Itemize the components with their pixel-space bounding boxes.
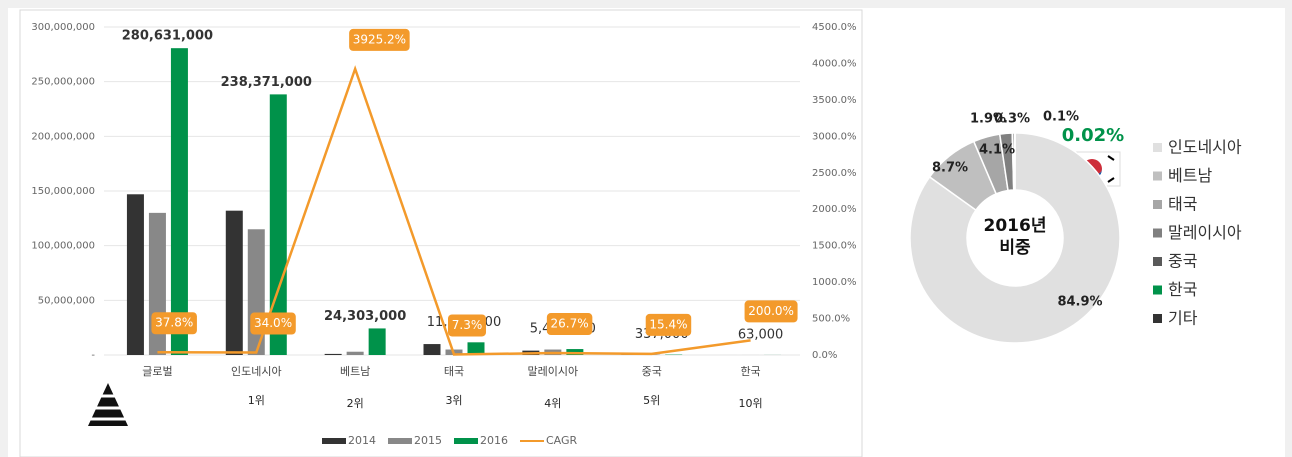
cagr-label-box xyxy=(744,300,798,323)
center-text: 비중 xyxy=(999,238,1031,258)
bar xyxy=(467,342,485,355)
bar xyxy=(225,210,243,355)
legend-label: 2016 xyxy=(480,434,508,447)
legend-label: 베트남 xyxy=(1168,166,1212,185)
pie-slice xyxy=(909,132,1121,344)
x-tick-label: 한국 xyxy=(740,365,760,378)
y2-tick-label: 4500.0% xyxy=(812,22,857,33)
slice-label: 84.9% xyxy=(1057,295,1102,310)
legend-swatch xyxy=(454,438,478,444)
y-tick-label: 250,000,000 xyxy=(31,77,95,88)
y2-tick-label: 3000.0% xyxy=(812,131,857,142)
legend-label: 기타 xyxy=(1168,309,1198,328)
slice-label: 0.3% xyxy=(994,112,1030,127)
cagr-label-box xyxy=(151,312,197,335)
x-tick-label: 베트남 xyxy=(340,365,370,378)
y-tick-label: 150,000,000 xyxy=(31,186,95,197)
y2-tick-label: 1500.0% xyxy=(812,241,857,252)
y2-tick-label: 2500.0% xyxy=(812,168,857,179)
rank-label: 1위 xyxy=(248,394,265,407)
cagr-label: 26.7% xyxy=(551,317,589,331)
slice-label: 0.02% xyxy=(1062,125,1124,146)
legend-swatch xyxy=(1153,228,1162,238)
y2-tick-label: 0.0% xyxy=(812,350,837,361)
y2-tick-label: 500.0% xyxy=(812,314,850,325)
cagr-label: 15.4% xyxy=(649,317,687,331)
legend-swatch xyxy=(1153,314,1162,323)
x-tick-label: 중국 xyxy=(642,365,662,378)
legend-swatch xyxy=(1153,200,1162,209)
y2-tick-label: 3500.0% xyxy=(812,95,857,106)
bar-label: 24,303,000 xyxy=(324,309,406,324)
rank-label: 3위 xyxy=(445,394,462,407)
y2-tick-label: 1000.0% xyxy=(812,277,857,288)
bar xyxy=(368,328,386,355)
legend-swatch xyxy=(1153,257,1162,266)
cagr-label: 7.3% xyxy=(452,318,483,332)
cagr-label: 200.0% xyxy=(748,304,794,318)
pyramid-icon xyxy=(80,383,136,426)
bar-label: 280,631,000 xyxy=(122,29,213,44)
cagr-line xyxy=(157,65,751,356)
x-tick-label: 태국 xyxy=(444,365,464,378)
y-tick-label: 200,000,000 xyxy=(31,131,95,142)
cagr-label: 34.0% xyxy=(254,316,292,330)
rank-label: 4위 xyxy=(544,397,561,410)
bar xyxy=(324,353,342,355)
cagr-label-box xyxy=(250,312,296,335)
legend-swatch xyxy=(322,438,346,444)
cagr-label-box xyxy=(349,28,410,51)
slice-label: 0.1% xyxy=(1043,110,1079,125)
y-tick-label: 100,000,000 xyxy=(31,241,95,252)
slice-label: 1.9% xyxy=(970,112,1006,127)
bar xyxy=(170,48,188,356)
legend-label: 한국 xyxy=(1168,280,1197,299)
x-tick-label: 글로벌 xyxy=(142,365,172,378)
bar-label: 238,371,000 xyxy=(221,75,312,90)
legend-swatch xyxy=(388,438,412,444)
chart-frame xyxy=(19,9,863,457)
slice-label: 4.1% xyxy=(979,143,1015,158)
rank-label: 2위 xyxy=(347,397,364,410)
legend-label: 말레이시아 xyxy=(1168,223,1242,242)
bar xyxy=(346,351,364,355)
cagr-label-box xyxy=(645,313,692,336)
legend-label: 중국 xyxy=(1168,252,1197,271)
cagr-label: 3925.2% xyxy=(353,32,406,46)
bar-label: 63,000 xyxy=(738,327,784,342)
legend-label: 2015 xyxy=(414,434,442,447)
y-tick-label: - xyxy=(91,350,95,361)
x-tick-label: 말레이시아 xyxy=(528,365,579,378)
cagr-label: 37.8% xyxy=(155,316,193,330)
legend-label: 인도네시아 xyxy=(1168,138,1242,157)
x-tick-label: 인도네시아 xyxy=(231,365,282,378)
y-tick-label: 50,000,000 xyxy=(38,295,95,306)
rank-label: 5위 xyxy=(643,394,660,407)
legend-swatch xyxy=(1153,143,1162,152)
rank-label: 10위 xyxy=(739,397,763,410)
pie-slice xyxy=(1013,132,1016,191)
legend-label: 2014 xyxy=(348,434,376,447)
slice-label: 8.7% xyxy=(932,161,968,176)
bar xyxy=(423,344,441,355)
legend-label: CAGR xyxy=(546,434,578,447)
center-text: 2016년 xyxy=(984,216,1047,236)
legend-label: 태국 xyxy=(1168,195,1197,214)
y2-tick-label: 4000.0% xyxy=(812,58,857,69)
cagr-label-box xyxy=(448,314,486,337)
bar xyxy=(269,94,287,355)
y2-tick-label: 2000.0% xyxy=(812,204,857,215)
legend-swatch xyxy=(1153,285,1162,295)
y-tick-label: 300,000,000 xyxy=(31,22,95,33)
cagr-label-box xyxy=(546,313,593,336)
bar xyxy=(126,194,144,355)
legend-swatch xyxy=(1153,171,1162,181)
